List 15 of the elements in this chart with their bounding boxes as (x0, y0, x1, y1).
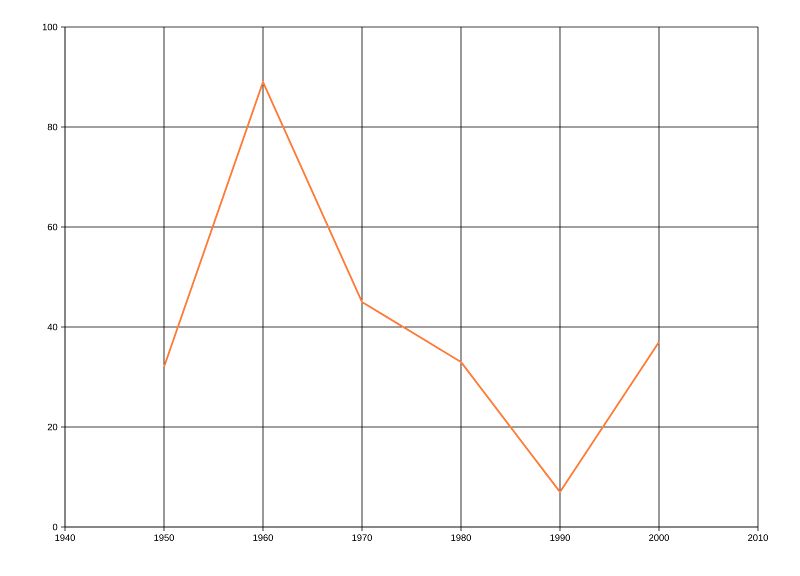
x-tick-label: 2010 (748, 534, 768, 541)
x-tick-label: 1950 (154, 534, 174, 541)
y-tick-label: 100 (42, 24, 58, 30)
x-tick-label: 1940 (55, 534, 75, 541)
x-tick-label: 2000 (649, 534, 669, 541)
x-tick-label: 1970 (352, 534, 372, 541)
y-tick-label: 80 (48, 124, 58, 130)
x-tick-label: 1990 (550, 534, 570, 541)
y-tick-label: 40 (48, 324, 58, 330)
y-tick-label: 20 (48, 424, 58, 430)
x-tick-label: 1960 (253, 534, 273, 541)
y-tick-label: 0 (52, 524, 58, 530)
line-series (163, 81, 660, 493)
y-tick-label: 60 (48, 224, 58, 230)
x-tick-label: 1980 (451, 534, 471, 541)
